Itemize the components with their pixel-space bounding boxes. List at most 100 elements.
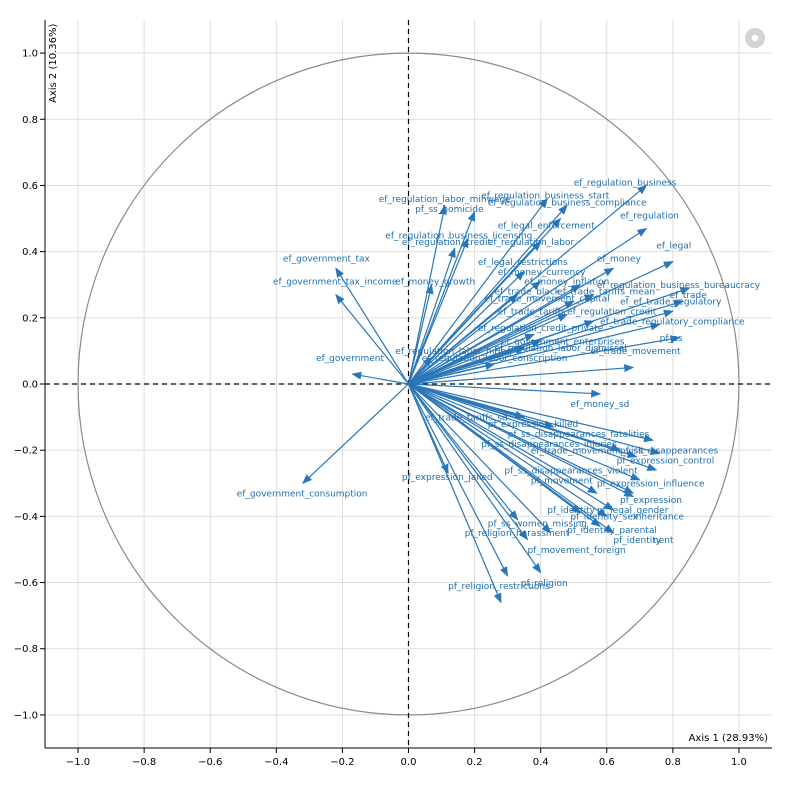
variable-label: pf_movement bbox=[531, 476, 594, 486]
vector-arrow bbox=[408, 383, 608, 517]
vectors bbox=[302, 184, 691, 604]
variable-label: ef_regulation_labor bbox=[488, 238, 575, 248]
vector-arrow bbox=[407, 283, 434, 385]
variable-label: ef_legal bbox=[656, 241, 691, 251]
variable-label: pf_religion_restrictions bbox=[448, 582, 550, 592]
variable-label: ef_regulation_labor_minwage bbox=[379, 195, 511, 205]
vector-arrow bbox=[407, 383, 502, 604]
vector-arrow bbox=[408, 335, 681, 385]
vector-arrow bbox=[408, 383, 552, 534]
y-tick-label: 0.4 bbox=[22, 247, 38, 258]
variable-label: ef_ef_trade_regulatory bbox=[620, 298, 722, 308]
variable-label: pf_religion_harassment bbox=[465, 529, 570, 539]
variable-label: ef_government bbox=[316, 354, 385, 364]
variable-label: ef_regulation_business_start bbox=[481, 192, 610, 202]
y-tick-label: 0.6 bbox=[22, 181, 38, 192]
vector-arrow bbox=[407, 383, 509, 577]
variable-label: ef_legal_enforcement bbox=[498, 221, 595, 231]
variable-label: ef_trade_movement bbox=[590, 347, 681, 357]
variable-label: pf_ss_disappearances_injuries bbox=[481, 440, 617, 450]
variable-label: pf_religion bbox=[521, 579, 568, 589]
x-tick-label: −0.2 bbox=[330, 757, 354, 768]
vector-arrow bbox=[335, 267, 410, 385]
variable-label: pf_ss_disappearances_fatalities bbox=[508, 430, 650, 440]
variable-label: nent bbox=[653, 536, 674, 546]
variable-label: pf_expression_control bbox=[617, 456, 715, 466]
vector-arrow bbox=[408, 383, 641, 481]
variable-label: ef_regulation_credit bbox=[402, 238, 492, 248]
variable-label: ef_regulation bbox=[620, 212, 679, 222]
x-tick-label: −0.8 bbox=[132, 757, 156, 768]
vector-arrow bbox=[408, 197, 548, 385]
x-tick-label: −0.6 bbox=[198, 757, 222, 768]
y-tick-label: 0.2 bbox=[22, 313, 38, 324]
vector-arrow bbox=[408, 383, 635, 498]
variable-label: pf_ss bbox=[660, 334, 683, 344]
variable-label: ef_regulation_business_bureaucracy bbox=[597, 281, 761, 291]
variable-label: pf_expression bbox=[620, 496, 682, 506]
variable-label: ef_government_tax bbox=[283, 255, 371, 265]
x-tick-label: 0.2 bbox=[467, 757, 483, 768]
vector-arrow bbox=[408, 383, 638, 458]
vector-arrow bbox=[408, 362, 496, 385]
variable-label: pf_expression_jailed bbox=[402, 473, 493, 483]
variable-label: ef_money_inflation bbox=[524, 278, 609, 288]
variable-label: pf_ss_homicide bbox=[415, 205, 484, 215]
vector-arrow bbox=[408, 346, 526, 385]
variable-label: pf_identity bbox=[547, 506, 595, 516]
vector-arrow bbox=[408, 309, 674, 385]
y-tick-label: −0.8 bbox=[14, 644, 38, 655]
variable-label: ef_government_consumption bbox=[237, 490, 368, 500]
variable-label: pf_ss_disappearances_violent bbox=[504, 466, 638, 476]
vector-arrow bbox=[408, 383, 529, 541]
variable-label: ef_regulation_labor_conscription bbox=[422, 354, 568, 364]
y-axis-title: Axis 2 (10.36%) bbox=[48, 24, 59, 103]
variable-label: ef_trade bbox=[670, 291, 708, 301]
vector-arrow bbox=[351, 371, 409, 385]
variable-label: ef_regulation_credit bbox=[567, 308, 657, 318]
y-tick-label: −0.2 bbox=[14, 446, 38, 457]
axes: −1.0 −0.8 −0.6 −0.4 −0.2 0.0 0.2 0.4 0.6 0.8 1.0 −1… bbox=[14, 20, 772, 768]
gear-hole bbox=[751, 34, 759, 42]
variable-label: ef_money_currency bbox=[498, 268, 586, 278]
variable-label: ef_trade_regulatory_compliance bbox=[600, 317, 745, 327]
variable-label: ef_trade_movement_visit bbox=[531, 446, 645, 456]
vector-arrow bbox=[407, 237, 469, 385]
vector-arrow bbox=[408, 383, 519, 521]
vector-arrow bbox=[408, 356, 433, 385]
variable-label: ef_trade_tariffs bbox=[498, 308, 566, 318]
vector-arrow bbox=[408, 383, 658, 471]
x-axis-title: Axis 1 (28.93%) bbox=[689, 733, 768, 744]
variable-label: pf_expression_influence bbox=[597, 480, 705, 490]
vector-arrow bbox=[408, 300, 575, 385]
variable-label: ef_regulation_labor_hiring bbox=[395, 347, 512, 357]
vector-arrow bbox=[408, 313, 569, 385]
x-tick-label: 0.0 bbox=[401, 757, 417, 768]
variable-label: pf_identity_parental bbox=[567, 526, 657, 536]
vector-arrow bbox=[408, 383, 655, 443]
x-tick-label: 0.4 bbox=[533, 757, 549, 768]
vector-arrow bbox=[408, 227, 648, 385]
variable-label: ef_regulation_business_licensing bbox=[385, 231, 532, 241]
vector-arrow bbox=[407, 204, 447, 385]
gear-icon[interactable] bbox=[744, 27, 766, 49]
vector-arrow bbox=[408, 284, 582, 385]
variable-label: pf_ss_disappearances bbox=[620, 446, 719, 456]
variable-label: ef_regulation_credit_private bbox=[478, 324, 604, 334]
variable-label: pf_ss_women_missing bbox=[488, 519, 587, 529]
vector-arrow bbox=[408, 261, 674, 385]
vector-arrow bbox=[408, 383, 615, 534]
vector-arrow bbox=[408, 333, 536, 385]
variable-label: ef_legal_restrictions bbox=[478, 258, 568, 268]
variable-label: pf_legal_gender bbox=[597, 506, 669, 516]
vector-arrow bbox=[408, 204, 568, 385]
y-tick-label: −1.0 bbox=[14, 710, 38, 721]
vector-arrow bbox=[407, 247, 456, 385]
variable-label: ef_trade_black bbox=[494, 288, 560, 298]
variable-label: ef_government_tax_income bbox=[273, 278, 398, 288]
x-tick-label: 0.8 bbox=[665, 757, 681, 768]
y-tick-label: −0.4 bbox=[14, 512, 38, 523]
variable-label: pf_expression_killed bbox=[488, 420, 578, 430]
vector-arrow bbox=[335, 293, 409, 385]
